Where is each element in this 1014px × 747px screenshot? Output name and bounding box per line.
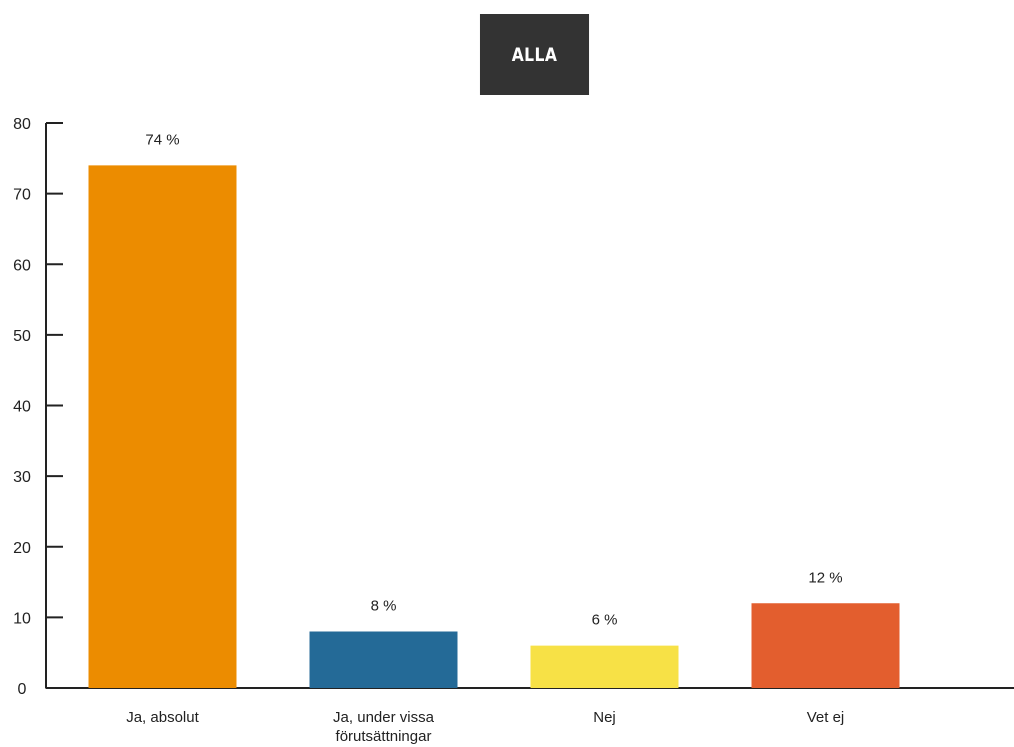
y-tick-label: 20 — [13, 540, 31, 557]
bar[interactable] — [309, 631, 458, 689]
y-tick-label: 70 — [13, 187, 31, 204]
filter-all-button[interactable]: ALLA — [479, 14, 590, 95]
category-label: Ja, under vissa förutsättningar — [333, 709, 435, 745]
y-tick-label: 30 — [13, 469, 31, 486]
data-label: 74 % — [145, 131, 179, 148]
y-tick-label: 60 — [13, 257, 31, 274]
category-label: Ja, absolut — [126, 709, 199, 726]
data-label: 6 % — [592, 612, 618, 629]
y-tick-label: 0 — [18, 681, 27, 698]
data-label: 12 % — [808, 569, 842, 586]
y-tick-label: 40 — [13, 399, 31, 416]
y-tick-label: 10 — [13, 610, 31, 627]
bar[interactable] — [751, 603, 900, 688]
bar[interactable] — [88, 165, 237, 688]
category-label: Nej — [593, 709, 616, 726]
category-label: Vet ej — [807, 709, 845, 726]
y-tick-label: 80 — [13, 116, 31, 133]
bar[interactable] — [530, 645, 679, 688]
y-tick-label: 50 — [13, 328, 31, 345]
data-label: 8 % — [371, 598, 397, 615]
